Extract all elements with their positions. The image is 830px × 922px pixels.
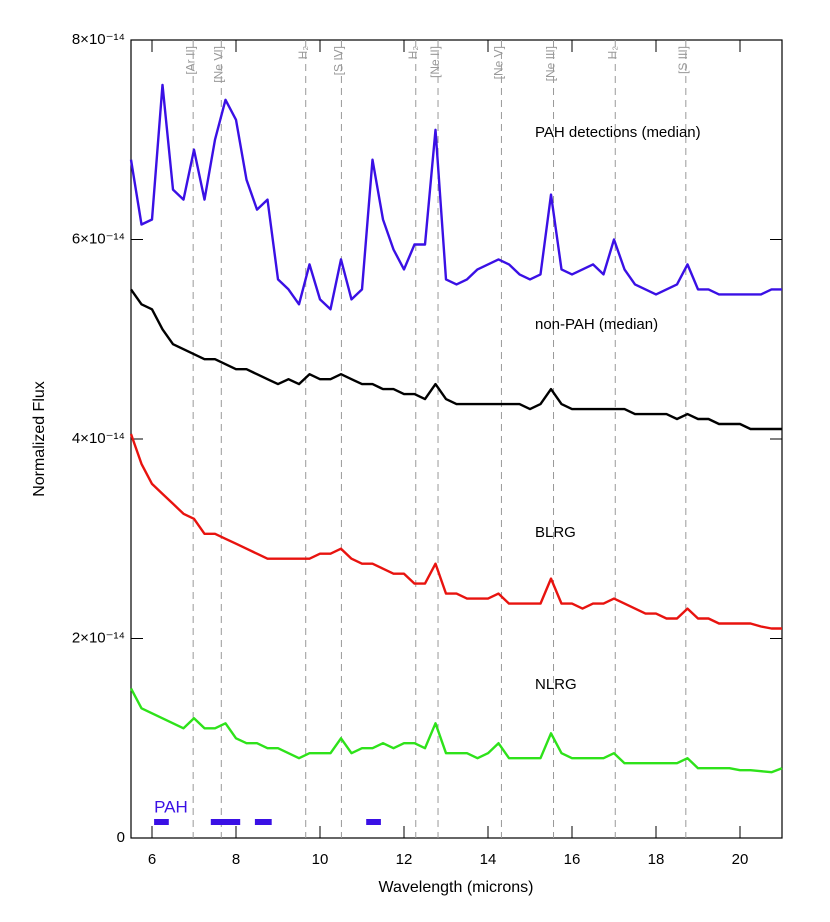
pah-band: [366, 819, 381, 825]
emission-line-label: [Ne II]: [428, 46, 442, 78]
emission-line-label: H₂: [406, 46, 420, 60]
emission-line-label: H₂: [296, 46, 310, 60]
series-line: [130, 288, 782, 431]
series-label: NLRG: [535, 676, 577, 693]
emission-line-label: [Ne III]: [544, 46, 558, 81]
y-tick-label: 0: [117, 829, 125, 846]
series-label: non-PAH (median): [535, 316, 658, 333]
emission-line-label: [Ne V]: [492, 46, 506, 79]
y-tick-label: 2×10⁻¹⁴: [72, 629, 125, 646]
pah-band-label: PAH: [154, 797, 188, 816]
y-axis-label: Normalized Flux: [31, 381, 48, 497]
x-tick-label: 16: [564, 851, 581, 868]
x-tick-label: 10: [312, 851, 329, 868]
series-line: [129, 687, 783, 774]
x-tick-label: 14: [480, 851, 497, 868]
emission-line-label: [S IV]: [332, 46, 346, 75]
pah-band: [210, 819, 241, 825]
emission-line-label: [S III]: [676, 46, 690, 74]
x-axis-label: Wavelength (microns): [378, 879, 533, 896]
emission-line-label: H₂: [605, 46, 619, 60]
y-tick-label: 8×10⁻¹⁴: [72, 31, 125, 48]
series-line: [129, 83, 782, 311]
x-tick-label: 8: [232, 851, 240, 868]
pah-band: [254, 819, 272, 825]
y-tick-label: 4×10⁻¹⁴: [72, 430, 125, 447]
plot-frame: [130, 39, 783, 839]
x-tick-label: 20: [732, 851, 749, 868]
x-tick-label: 12: [396, 851, 413, 868]
x-tick-label: 6: [148, 851, 156, 868]
emission-line-label: [Ar II]: [183, 46, 197, 75]
x-tick-label: 18: [648, 851, 665, 868]
emission-line-label: [Ne VI]: [211, 46, 225, 83]
pah-band: [154, 819, 169, 825]
y-tick-label: 6×10⁻¹⁴: [72, 230, 125, 247]
series-label: BLRG: [535, 524, 576, 541]
series-label: PAH detections (median): [535, 124, 701, 141]
series-line: [129, 433, 782, 630]
